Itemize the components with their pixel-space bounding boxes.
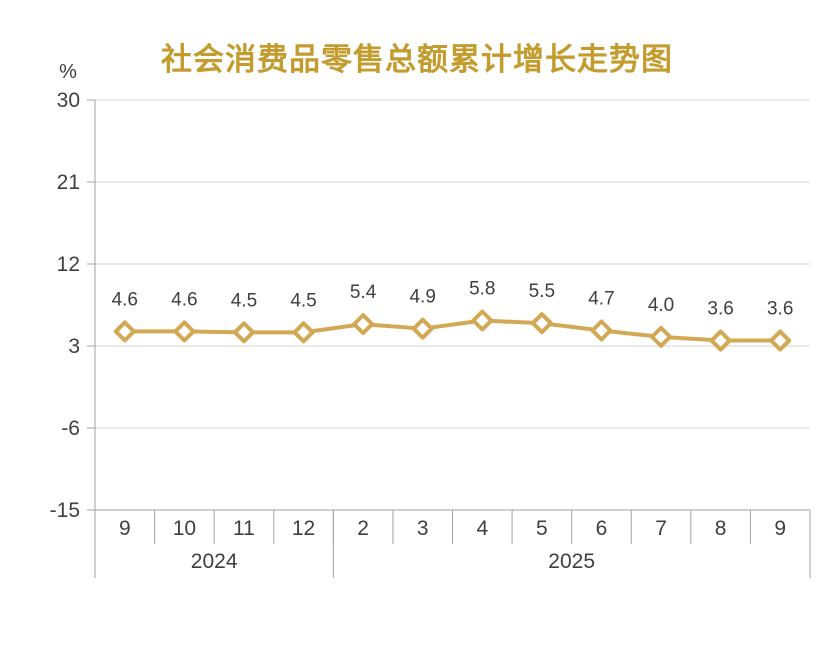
series-marker xyxy=(352,313,375,336)
x-tick-label-month: 5 xyxy=(536,517,548,540)
x-tick-label-month: 9 xyxy=(119,517,131,540)
y-tick-label: -15 xyxy=(50,499,80,522)
y-tick-label: 12 xyxy=(57,253,80,276)
data-label: 4.5 xyxy=(231,290,257,311)
y-tick-label: -6 xyxy=(61,417,80,440)
x-tick-label-month: 4 xyxy=(476,517,488,540)
y-axis-unit-label: % xyxy=(59,61,77,83)
x-tick-label-year: 2025 xyxy=(548,550,595,573)
data-label: 3.6 xyxy=(707,299,733,320)
y-tick-label: 3 xyxy=(68,335,80,358)
x-tick-label-month: 7 xyxy=(655,517,667,540)
series-marker xyxy=(530,312,553,335)
x-tick-label-month: 2 xyxy=(357,517,369,540)
data-label: 5.5 xyxy=(529,281,555,302)
series-marker xyxy=(590,319,613,342)
y-tick-label: 30 xyxy=(57,89,80,112)
x-tick-label-month: 8 xyxy=(715,517,727,540)
x-tick-label-month: 10 xyxy=(173,517,196,540)
data-label: 5.4 xyxy=(350,282,377,303)
data-label: 4.6 xyxy=(171,289,197,310)
chart-title: 社会消费品零售总额累计增长走势图 xyxy=(161,42,673,77)
x-tick-label-year: 2024 xyxy=(191,550,238,573)
x-tick-label-month: 12 xyxy=(292,517,315,540)
series-marker xyxy=(769,329,792,352)
series-marker xyxy=(709,329,732,352)
series-marker xyxy=(113,320,136,343)
series-marker xyxy=(173,320,196,343)
data-label: 4.6 xyxy=(112,289,138,310)
data-label: 3.6 xyxy=(767,299,793,320)
data-label: 4.9 xyxy=(409,287,435,308)
x-tick-label-month: 11 xyxy=(233,517,255,540)
data-label: 5.8 xyxy=(469,278,495,299)
series-marker xyxy=(411,317,434,340)
series-line xyxy=(124,318,781,343)
series-marker xyxy=(292,321,315,344)
x-tick-label-month: 3 xyxy=(417,517,429,540)
series-marker xyxy=(471,309,494,332)
series-marker xyxy=(232,321,255,344)
data-label: 4.5 xyxy=(290,290,316,311)
data-label: 4.0 xyxy=(648,295,674,316)
y-tick-label: 21 xyxy=(57,171,80,194)
series-marker xyxy=(650,325,673,348)
data-label: 4.7 xyxy=(588,289,614,310)
x-tick-label-month: 9 xyxy=(774,517,786,540)
x-tick-label-month: 6 xyxy=(596,517,608,540)
